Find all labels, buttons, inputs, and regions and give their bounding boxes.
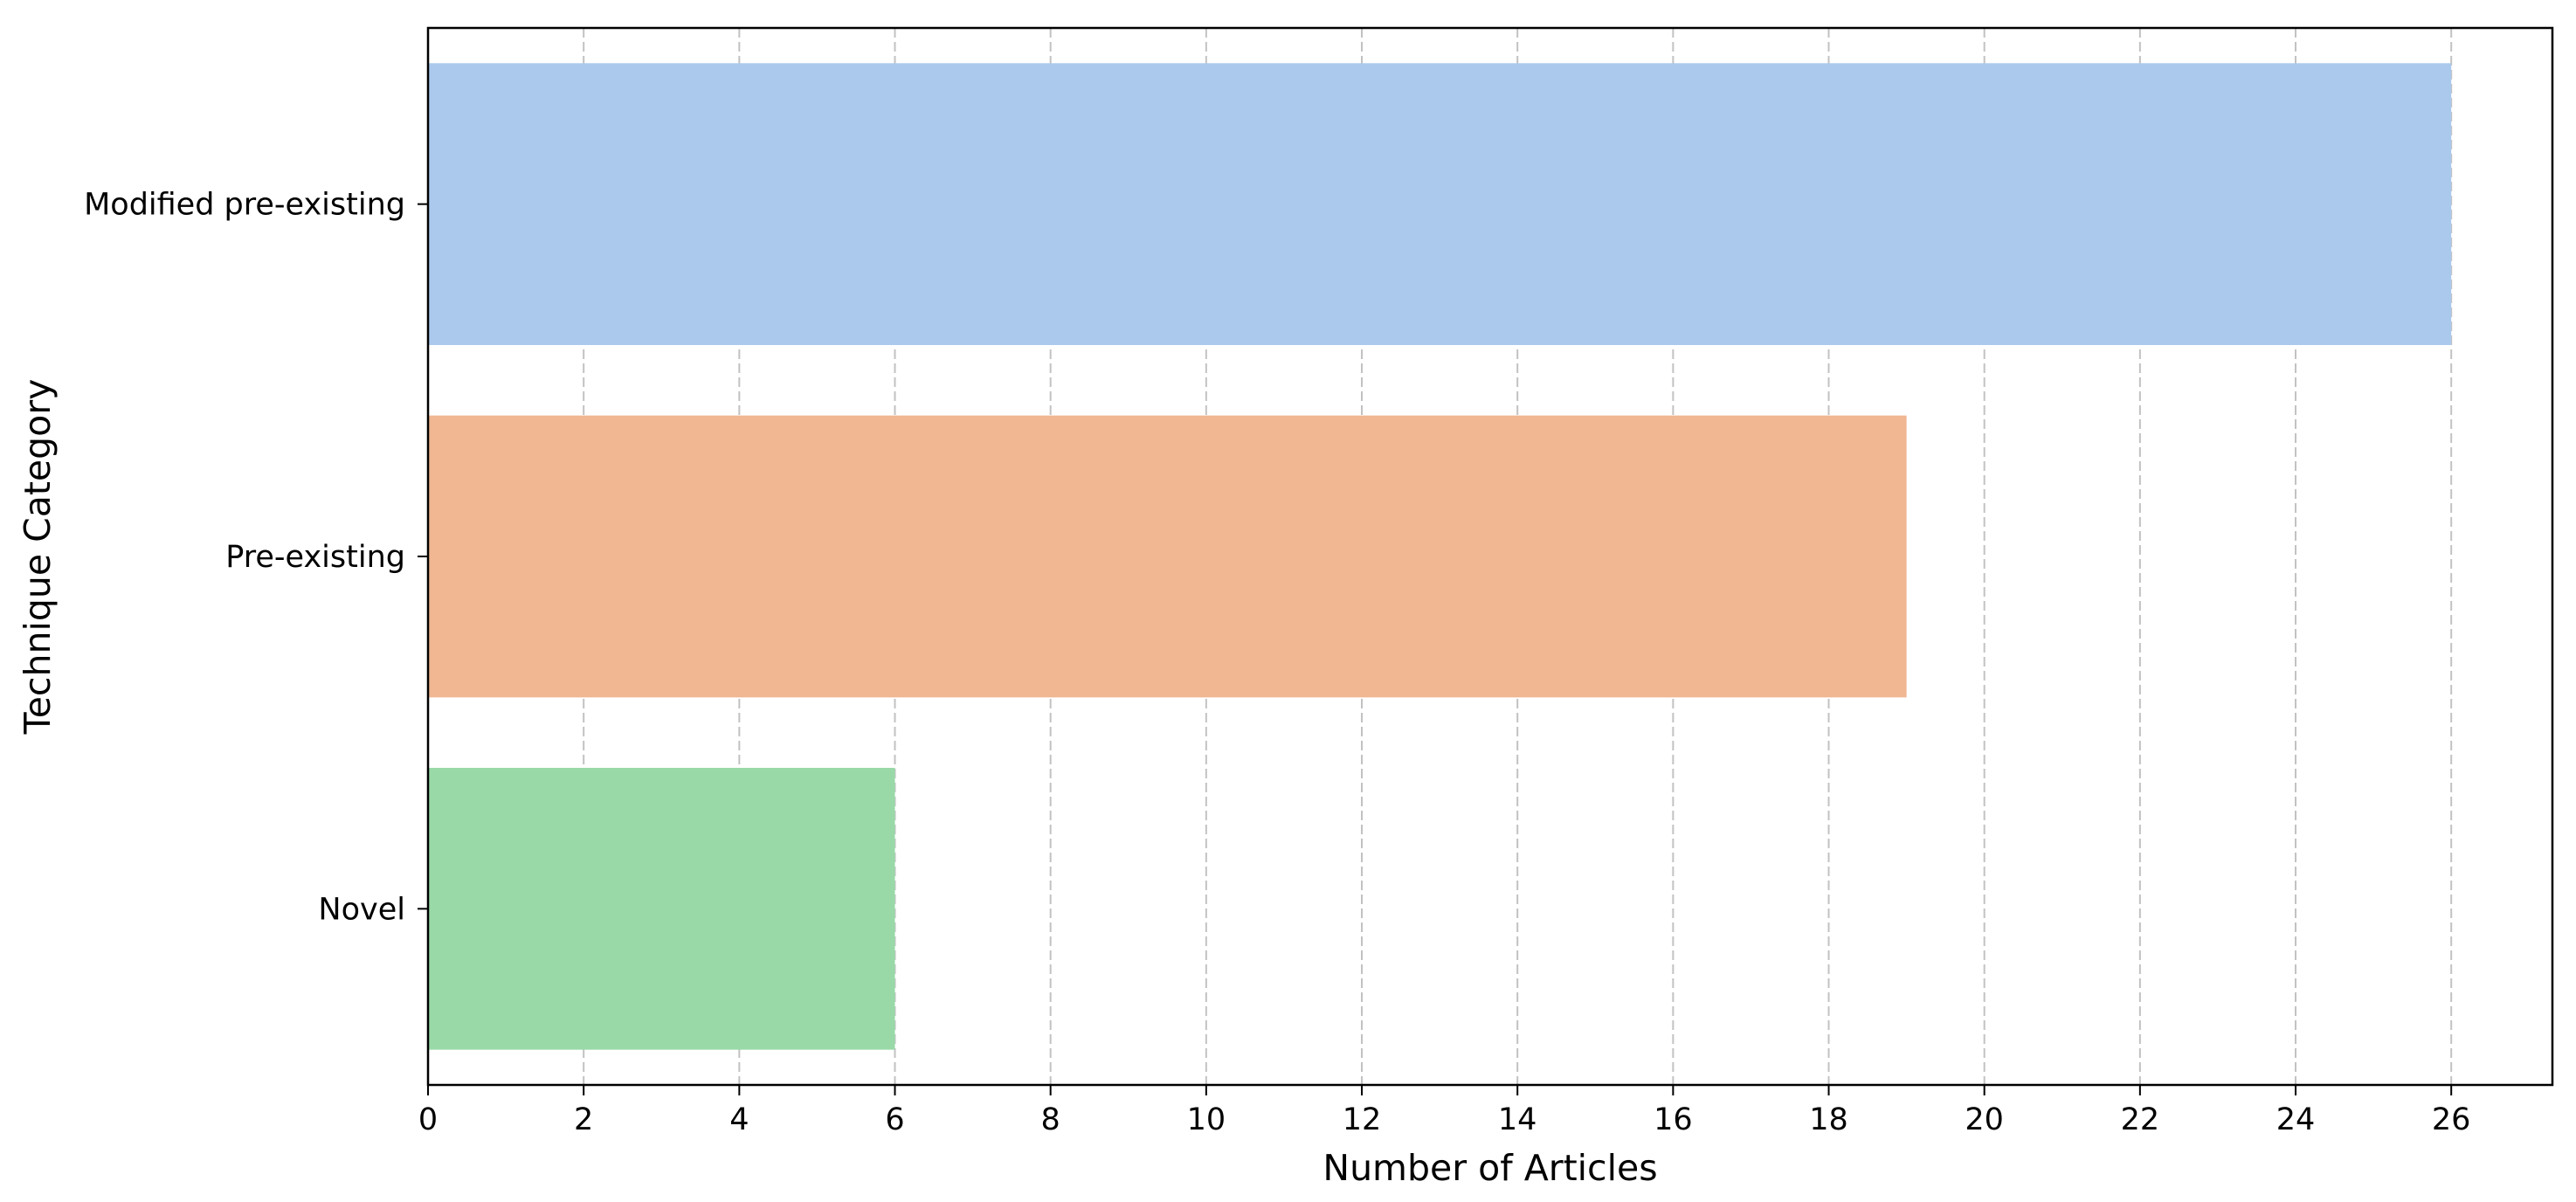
y-axis-label: Technique Category (17, 379, 59, 736)
x-tick-label: 24 (2276, 1102, 2316, 1137)
x-tick-label: 16 (1654, 1102, 1693, 1137)
x-tick-label: 20 (1965, 1102, 2004, 1137)
bar (428, 768, 895, 1050)
bars (428, 63, 2452, 1050)
x-tick-label: 0 (418, 1102, 438, 1137)
bar (428, 63, 2452, 345)
y-tick-label: Pre-existing (225, 540, 405, 575)
x-tick-label: 26 (2432, 1102, 2471, 1137)
x-tick-label: 10 (1187, 1102, 1226, 1137)
bar (428, 415, 1907, 698)
x-tick-label: 18 (1809, 1102, 1848, 1137)
x-axis-label: Number of Articles (1323, 1147, 1657, 1189)
y-tick-label: Novel (318, 892, 405, 927)
x-tick-label: 6 (885, 1102, 904, 1137)
y-axis-ticks: Modified pre-existing Pre-existing Novel (84, 188, 428, 927)
y-tick-label: Modified pre-existing (84, 188, 405, 223)
x-tick-label: 22 (2121, 1102, 2160, 1137)
x-tick-label: 8 (1041, 1102, 1060, 1137)
x-tick-label: 2 (574, 1102, 593, 1137)
x-axis-ticks: 0 2 4 6 8 10 12 14 16 18 20 22 24 26 (418, 1085, 2471, 1137)
x-tick-label: 14 (1498, 1102, 1537, 1137)
x-tick-label: 4 (729, 1102, 749, 1137)
x-tick-label: 12 (1343, 1102, 1382, 1137)
